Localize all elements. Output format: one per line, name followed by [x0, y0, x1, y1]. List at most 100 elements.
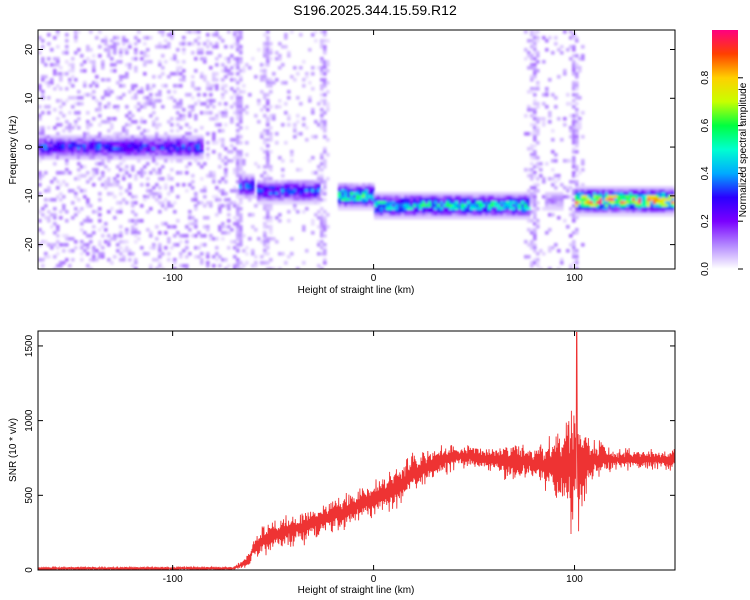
heat-cell	[452, 198, 456, 202]
heat-cell	[107, 147, 111, 151]
heat-cell	[272, 201, 276, 205]
heat-cell	[338, 201, 342, 205]
heat-cell	[122, 150, 126, 154]
heat-cell	[188, 183, 192, 187]
heat-cell	[575, 174, 579, 178]
heat-cell	[212, 177, 216, 181]
heat-cell	[314, 213, 318, 217]
heat-cell	[533, 144, 537, 148]
heat-cell	[527, 216, 531, 220]
heat-cell	[446, 207, 450, 211]
heat-cell	[305, 198, 309, 202]
heat-cell	[260, 240, 264, 244]
heat-cell	[383, 204, 387, 208]
heat-cell	[179, 42, 183, 46]
heat-cell	[227, 198, 231, 202]
heat-cell	[122, 198, 126, 202]
heat-cell	[263, 156, 267, 160]
heat-cell	[320, 69, 324, 73]
heat-cell	[626, 207, 630, 211]
heat-cell	[227, 225, 231, 229]
heat-cell	[533, 156, 537, 160]
heat-cell	[305, 75, 309, 79]
heat-cell	[158, 249, 162, 253]
heat-cell	[374, 213, 378, 217]
heat-cell	[74, 192, 78, 196]
heat-cell	[638, 195, 642, 199]
heat-cell	[131, 264, 135, 268]
heat-cell	[308, 99, 312, 103]
heat-cell	[185, 42, 189, 46]
heat-cell	[257, 165, 261, 169]
heat-cell	[533, 213, 537, 217]
heat-cell	[377, 201, 381, 205]
heat-cell	[68, 156, 72, 160]
heat-cell	[149, 192, 153, 196]
heat-cell	[323, 81, 327, 85]
heat-cell	[182, 147, 186, 151]
heat-cell	[83, 84, 87, 88]
heat-cell	[113, 216, 117, 220]
heat-cell	[653, 207, 657, 211]
heat-cell	[590, 198, 594, 202]
heat-cell	[275, 183, 279, 187]
heat-cell	[536, 36, 540, 40]
heat-cell	[530, 264, 534, 268]
heat-cell	[662, 204, 666, 208]
heat-cell	[71, 147, 75, 151]
heat-cell	[152, 159, 156, 163]
heat-cell	[533, 48, 537, 52]
heat-cell	[110, 57, 114, 61]
heat-cell	[266, 195, 270, 199]
heat-cell	[377, 207, 381, 211]
heat-cell	[158, 30, 162, 34]
heat-cell	[458, 198, 462, 202]
heat-cell	[131, 57, 135, 61]
heat-cell	[62, 150, 66, 154]
colorbar: 0.00.20.40.60.8 Normalized spectral ampl…	[700, 30, 749, 276]
heat-cell	[47, 111, 51, 115]
heat-cell	[50, 63, 54, 67]
heat-cell	[251, 177, 255, 181]
heat-cell	[626, 192, 630, 196]
heat-cell	[251, 57, 255, 61]
heat-cell	[212, 195, 216, 199]
heat-cell	[266, 108, 270, 112]
heat-cell	[326, 60, 330, 64]
heat-cell	[185, 240, 189, 244]
heat-cell	[218, 102, 222, 106]
heat-cell	[146, 99, 150, 103]
heat-cell	[383, 213, 387, 217]
heat-cell	[302, 84, 306, 88]
heat-cell	[182, 144, 186, 148]
heat-cell	[272, 186, 276, 190]
heat-cell	[326, 90, 330, 94]
heat-cell	[461, 198, 465, 202]
heat-cell	[266, 129, 270, 133]
heat-cell	[620, 207, 624, 211]
heat-cell	[230, 105, 234, 109]
heat-cell	[185, 189, 189, 193]
heat-cell	[485, 192, 489, 196]
heat-cell	[65, 138, 69, 142]
heat-cell	[611, 201, 615, 205]
heat-cell	[266, 207, 270, 211]
heat-cell	[536, 54, 540, 58]
heat-cell	[248, 189, 252, 193]
spectrogram-y-tick-label: 10	[24, 92, 35, 104]
heat-cell	[431, 195, 435, 199]
heat-cell	[401, 198, 405, 202]
heat-cell	[89, 177, 93, 181]
heat-cell	[245, 126, 249, 130]
heat-cell	[53, 63, 57, 67]
heat-cell	[308, 159, 312, 163]
heat-cell	[86, 45, 90, 49]
heat-cell	[215, 78, 219, 82]
heat-cell	[44, 75, 48, 79]
heat-cell	[128, 252, 132, 256]
heat-cell	[77, 147, 81, 151]
heat-cell	[359, 195, 363, 199]
heat-cell	[224, 171, 228, 175]
heat-cell	[89, 240, 93, 244]
heat-cell	[320, 66, 324, 70]
